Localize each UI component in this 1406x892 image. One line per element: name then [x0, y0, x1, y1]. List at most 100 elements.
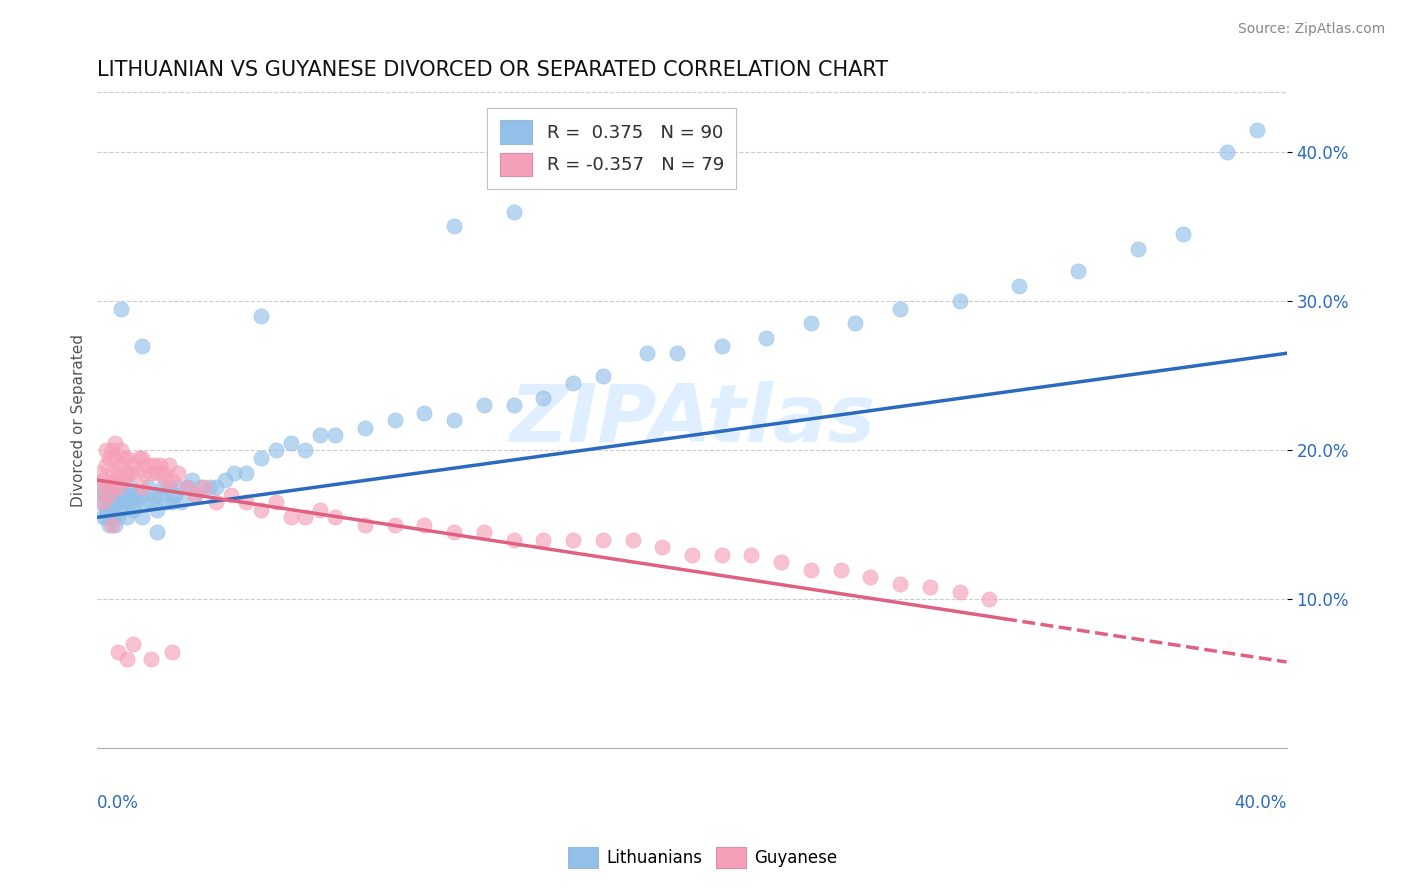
Point: [181, 473, 204, 487]
Point: [1216, 145, 1239, 159]
Point: [98, 517, 121, 532]
Point: [1126, 242, 1149, 256]
Point: [96, 510, 118, 524]
Point: [193, 481, 215, 495]
Point: [104, 435, 127, 450]
Point: [146, 466, 169, 480]
Point: [142, 488, 165, 502]
Point: [98, 495, 121, 509]
Point: [323, 510, 346, 524]
Point: [96, 443, 118, 458]
Point: [443, 413, 465, 427]
Point: [889, 577, 911, 591]
Point: [800, 317, 823, 331]
Point: [98, 488, 121, 502]
Point: [110, 458, 132, 472]
Point: [131, 339, 153, 353]
Text: Source: ZipAtlas.com: Source: ZipAtlas.com: [1237, 22, 1385, 37]
Point: [163, 488, 186, 502]
Point: [149, 458, 172, 472]
Point: [104, 517, 127, 532]
Point: [219, 488, 242, 502]
Point: [91, 473, 114, 487]
Point: [250, 503, 273, 517]
Point: [1246, 122, 1268, 136]
Point: [122, 488, 145, 502]
Legend: Lithuanians, Guyanese: Lithuanians, Guyanese: [562, 840, 844, 875]
Point: [830, 562, 852, 576]
Point: [1008, 279, 1031, 293]
Point: [859, 570, 882, 584]
Point: [384, 413, 406, 427]
Point: [146, 503, 169, 517]
Point: [136, 481, 159, 495]
Point: [205, 481, 228, 495]
Point: [309, 503, 332, 517]
Point: [250, 450, 273, 465]
Point: [142, 458, 165, 472]
Point: [264, 443, 287, 458]
Point: [155, 473, 177, 487]
Point: [562, 376, 585, 390]
Point: [110, 443, 132, 458]
Point: [443, 219, 465, 234]
Point: [472, 399, 495, 413]
Point: [157, 458, 180, 472]
Point: [107, 495, 129, 509]
Point: [120, 481, 142, 495]
Point: [110, 301, 132, 316]
Point: [621, 533, 644, 547]
Y-axis label: Divorced or Separated: Divorced or Separated: [72, 334, 86, 507]
Point: [184, 488, 207, 502]
Point: [104, 473, 127, 487]
Point: [101, 488, 124, 502]
Point: [354, 517, 377, 532]
Point: [294, 510, 316, 524]
Point: [651, 540, 673, 554]
Point: [104, 481, 127, 495]
Point: [948, 585, 970, 599]
Point: [592, 368, 614, 383]
Point: [681, 548, 703, 562]
Point: [101, 481, 124, 495]
Point: [120, 495, 142, 509]
Point: [413, 406, 436, 420]
Point: [502, 533, 524, 547]
Point: [502, 399, 524, 413]
Point: [214, 473, 236, 487]
Point: [128, 450, 150, 465]
Point: [107, 481, 129, 495]
Point: [112, 450, 135, 465]
Point: [91, 510, 114, 524]
Point: [101, 510, 124, 524]
Point: [160, 644, 183, 658]
Point: [235, 495, 257, 509]
Point: [636, 346, 658, 360]
Point: [101, 481, 124, 495]
Point: [112, 473, 135, 487]
Point: [131, 481, 153, 495]
Point: [89, 495, 111, 509]
Point: [844, 317, 866, 331]
Legend: R =  0.375   N = 90, R = -0.357   N = 79: R = 0.375 N = 90, R = -0.357 N = 79: [486, 108, 737, 188]
Point: [169, 495, 191, 509]
Point: [710, 339, 733, 353]
Point: [96, 503, 118, 517]
Point: [531, 533, 554, 547]
Point: [235, 466, 257, 480]
Point: [309, 428, 332, 442]
Point: [294, 443, 316, 458]
Point: [740, 548, 762, 562]
Point: [323, 428, 346, 442]
Point: [205, 495, 228, 509]
Point: [139, 495, 162, 509]
Point: [224, 466, 246, 480]
Point: [152, 481, 174, 495]
Point: [115, 450, 138, 465]
Point: [531, 391, 554, 405]
Point: [166, 481, 188, 495]
Point: [104, 495, 127, 509]
Point: [115, 466, 138, 480]
Point: [134, 495, 156, 509]
Point: [176, 481, 198, 495]
